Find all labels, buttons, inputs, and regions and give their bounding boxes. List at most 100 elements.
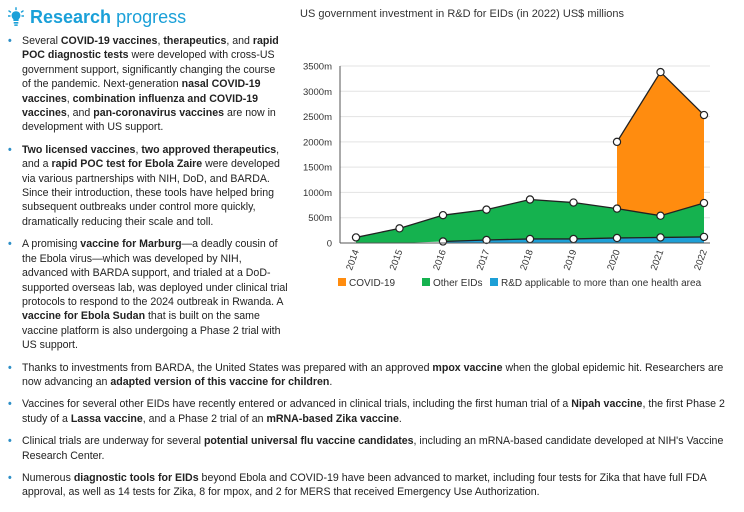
multi-health-point [656, 233, 665, 242]
bullet-text: , [66, 92, 73, 105]
legend-label: R&D applicable to more than one health a… [501, 278, 702, 289]
section-title: Research progress [30, 6, 186, 28]
multi-health-point [699, 232, 709, 242]
bullet-bold-text: nasal COVID-19 vaccines [22, 78, 261, 105]
covid-19-point [612, 137, 622, 147]
bullet-text: Numerous [22, 471, 74, 484]
bullet-bold-text: adapted version of this vaccine for chil… [110, 375, 330, 388]
y-tick-label: 500m [308, 213, 332, 224]
x-tick-label: 2014 [344, 248, 362, 272]
bullet-bold-text: Two licensed vaccines [22, 143, 136, 156]
bullet-bold-text: COVID-19 vaccines [60, 35, 158, 47]
bullet-text: were developed via various partnerships … [22, 158, 280, 228]
bullet-text: Clinical trials are underway for several [22, 435, 204, 448]
bullet-bold-text: two approved therapeutics [141, 143, 277, 156]
bullet-text: , [135, 143, 142, 156]
bullet-text: , including an mRNA-based candidate deve… [22, 435, 724, 462]
legend-swatch [338, 278, 346, 286]
bullet-text: —a deadly cousin of the Ebola virus—whic… [22, 238, 288, 308]
bullet-text: were developed with cross-US government … [22, 49, 276, 91]
x-tick-label: 2018 [518, 248, 536, 272]
bullet-bold-text: therapeutics [163, 35, 227, 47]
bullet-bold-text: diagnostic tools for EIDs [73, 471, 199, 484]
multi-health-point [482, 235, 491, 245]
bullet-text: Thanks to investments from BARDA, the Un… [22, 361, 433, 374]
bullet-bold-text: pan-coronavirus vaccines [93, 107, 224, 120]
bullet-text: , and a Phase 2 trial of an [142, 412, 267, 425]
bullet-text: Vaccines for several other EIDs have rec… [22, 398, 572, 411]
y-tick-label: 0 [327, 239, 332, 250]
other-eids-point [395, 224, 404, 233]
bullet-marburg: A promising vaccine for Marburg—a deadly… [8, 237, 288, 352]
bullet-bold-text: rapid POC diagnostic tests [22, 35, 279, 62]
bullet-covid: Several COVID-19 vaccines, therapeutics,… [8, 34, 282, 135]
lightbulb-icon [8, 7, 24, 26]
bullet-text: , and [226, 35, 253, 47]
bullet-bold-text: potential universal flu vaccine candidat… [203, 435, 414, 448]
bullet-bold-text: vaccine for Ebola Sudan [22, 310, 146, 323]
x-tick-label: 2015 [388, 248, 406, 272]
bullet-bold-text: mRNA-based Zika vaccine [266, 412, 399, 425]
x-tick-label: 2022 [692, 248, 710, 272]
x-tick-label: 2016 [431, 248, 449, 272]
y-tick-label: 3500m [303, 62, 332, 73]
other-eids-point [612, 204, 622, 213]
bullet-ebola-zaire: Two licensed vaccines, two approved ther… [8, 143, 284, 229]
title-rest: progress [111, 7, 187, 27]
other-eids-point [438, 210, 448, 220]
covid-19-point [656, 67, 665, 77]
bullet-text: A promising [22, 238, 81, 251]
bullet-text: , and a [22, 143, 280, 171]
bullet-bold-text: Lassa vaccine [70, 412, 143, 425]
other-eids-point [525, 195, 535, 204]
bullet-text: , the first Phase 2 study of a [22, 398, 725, 425]
y-tick-label: 3000m [303, 87, 332, 98]
multi-health-point [612, 233, 622, 243]
legend-label: COVID-19 [349, 278, 396, 289]
bullet-bold-text: vaccine for Marburg [80, 238, 182, 251]
other-eids-point [482, 205, 491, 214]
bullet-text: are now in development with US support. [22, 107, 276, 134]
bullet-bold-text: rapid POC test for Ebola Zaire [51, 158, 203, 171]
bullet-mpox: Thanks to investments from BARDA, the Un… [8, 361, 734, 390]
y-tick-label: 2000m [303, 137, 332, 148]
bullet-bold-text: combination influenza and COVID-19 vacci… [22, 92, 259, 120]
progress-bullet-list: Several COVID-19 vaccines, therapeutics,… [8, 34, 738, 500]
x-tick-label: 2020 [605, 248, 623, 272]
bullet-text: that is built on the same vaccine platfo… [22, 310, 281, 352]
multi-health-point [525, 234, 535, 244]
bullet-text: , [157, 35, 164, 47]
bullet-flu: Clinical trials are underway for several… [8, 434, 734, 463]
bullet-text: beyond Ebola and COVID-19 have been adva… [22, 471, 707, 499]
title-bold: Research [30, 7, 112, 27]
x-tick-label: 2017 [475, 248, 493, 272]
y-tick-label: 2500m [303, 112, 332, 123]
other-eids-point [699, 198, 709, 208]
section-header: Research progress [8, 6, 186, 28]
x-tick-label: 2019 [562, 248, 580, 272]
bullet-text: , and [66, 107, 94, 120]
bullet-text: . [398, 412, 402, 425]
bullet-bold-text: mpox vaccine [432, 361, 503, 374]
bullet-other-eids: Vaccines for several other EIDs have rec… [8, 397, 734, 426]
investment-area-chart: 0 500m 1000m 1500m 2000m 2500m 3000m 3500m 2014 2… [303, 62, 710, 289]
other-eids-point [656, 211, 665, 220]
chart-title: US government investment in R&D for EIDs… [300, 8, 625, 20]
legend-swatch [490, 278, 498, 286]
other-eids-point [351, 233, 361, 242]
bullet-bold-text: Nipah vaccine [571, 398, 643, 411]
area-covid-19 [617, 72, 704, 216]
legend-swatch [422, 278, 430, 286]
bullet-text: . [329, 375, 333, 388]
multi-health-point [438, 237, 448, 246]
bullet-text: Several [22, 35, 61, 47]
covid-19-point [699, 110, 709, 120]
y-tick-label: 1000m [303, 188, 332, 199]
other-eids-point [569, 198, 578, 207]
multi-health-point [569, 234, 578, 244]
y-tick-label: 1500m [303, 163, 332, 174]
legend-label: Other EIDs [433, 278, 482, 289]
bullet-text: when the global epidemic hit. Researcher… [22, 361, 724, 388]
x-tick-label: 2021 [649, 248, 667, 272]
bullet-diagnostics: Numerous diagnostic tools for EIDs beyon… [8, 471, 734, 500]
